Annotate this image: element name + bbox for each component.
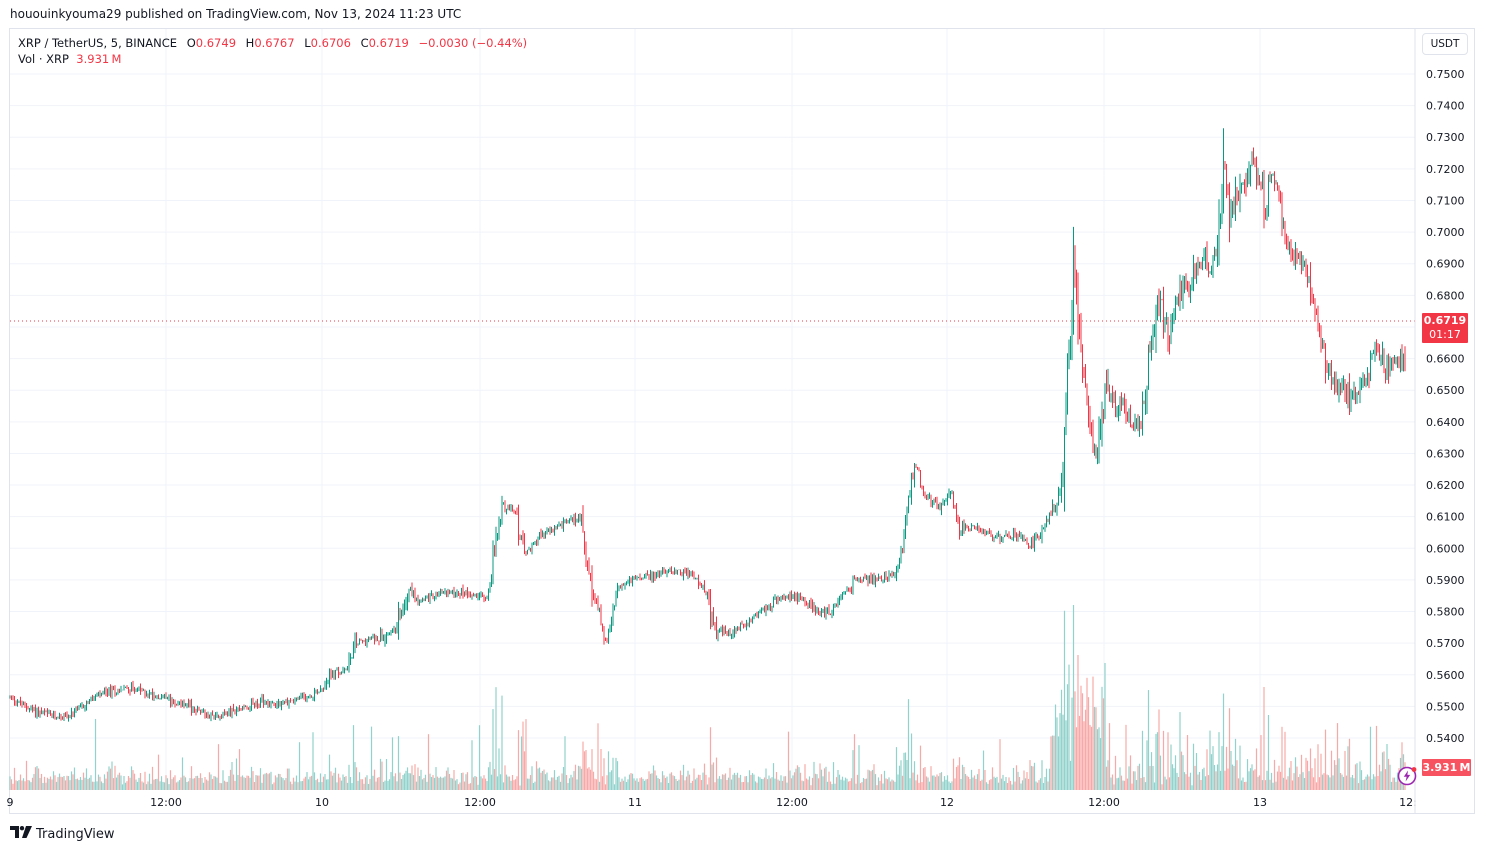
- open-label: O: [186, 36, 196, 50]
- chart-legend: XRP / TetherUS, 5, BINANCE O0.6749 H0.67…: [18, 35, 527, 67]
- low-label: L: [304, 36, 311, 50]
- price-tick: 0.7000: [1426, 226, 1465, 239]
- tradingview-logo-icon: [10, 826, 32, 842]
- grid-lines: [10, 29, 1415, 790]
- price-axis[interactable]: 0.7500 0.7400 0.7300 0.7200 0.7100 0.7000 0.69…: [1426, 68, 1465, 745]
- price-tick: 0.6200: [1426, 479, 1465, 492]
- change-value: −0.0030 (−0.44%): [418, 36, 528, 50]
- price-tick: 0.6100: [1426, 511, 1465, 524]
- price-tick: 0.6900: [1426, 258, 1465, 271]
- time-tick: 12: [940, 796, 954, 809]
- symbol-title[interactable]: XRP / TetherUS, 5, BINANCE: [18, 36, 178, 50]
- footer-branding[interactable]: TradingView: [10, 826, 115, 842]
- time-axis[interactable]: 9 12:00 10 12:00 11 12:00 12 12:00 13 12:: [7, 796, 1417, 809]
- price-tick: 0.7200: [1426, 163, 1465, 176]
- time-tick: 12:00: [150, 796, 182, 809]
- price-tick: 0.6500: [1426, 384, 1465, 397]
- high-label: H: [245, 36, 255, 50]
- time-tick: 13: [1253, 796, 1267, 809]
- price-tick: 0.7400: [1426, 100, 1465, 113]
- volume-tag: 3.931 M: [1422, 759, 1471, 776]
- lightning-icon[interactable]: [1397, 766, 1417, 786]
- last-price-tag: 0.6719 01:17: [1422, 313, 1468, 343]
- price-tick: 0.5800: [1426, 606, 1465, 619]
- volume-value: 3.931 M: [76, 52, 122, 66]
- price-tick: 0.7500: [1426, 68, 1465, 81]
- price-tick: 0.5400: [1426, 732, 1465, 745]
- bar-countdown: 01:17: [1429, 328, 1461, 341]
- price-tick: 0.5700: [1426, 637, 1465, 650]
- price-tick: 0.5900: [1426, 574, 1465, 587]
- time-tick: 12:00: [464, 796, 496, 809]
- ohlc-row: XRP / TetherUS, 5, BINANCE O0.6749 H0.67…: [18, 35, 527, 51]
- time-tick: 12:00: [776, 796, 808, 809]
- price-tick: 0.7100: [1426, 194, 1465, 207]
- time-tick: 12:00: [1088, 796, 1120, 809]
- price-tick: 0.6800: [1426, 289, 1465, 302]
- price-tick: 0.6400: [1426, 416, 1465, 429]
- publisher-line: hououinkyouma29 published on TradingView…: [10, 7, 462, 21]
- open-value: 0.6749: [195, 36, 237, 50]
- price-tick: 0.7300: [1426, 131, 1465, 144]
- price-tick: 0.5600: [1426, 669, 1465, 682]
- price-tick: 0.6000: [1426, 542, 1465, 555]
- time-tick: 9: [7, 796, 14, 809]
- time-tick: 11: [628, 796, 642, 809]
- candlesticks: [9, 128, 1406, 722]
- currency-button[interactable]: USDT: [1422, 33, 1468, 55]
- last-price-value: 0.6719: [1423, 314, 1467, 327]
- close-value: 0.6719: [368, 36, 409, 50]
- close-label: C: [360, 36, 369, 50]
- time-tick: 12:: [1399, 796, 1417, 809]
- price-tick: 0.6600: [1426, 353, 1465, 366]
- volume-bars: [9, 605, 1406, 790]
- tradingview-brand: TradingView: [36, 826, 115, 842]
- volume-label[interactable]: Vol · XRP: [18, 52, 69, 66]
- price-tick: 0.6300: [1426, 447, 1465, 460]
- chart-frame: [9, 28, 1475, 814]
- low-value: 0.6706: [310, 36, 351, 50]
- volume-row: Vol · XRP 3.931 M: [18, 51, 527, 67]
- price-tick: 0.5500: [1426, 700, 1465, 713]
- time-tick: 10: [315, 796, 329, 809]
- high-value: 0.6767: [254, 36, 295, 50]
